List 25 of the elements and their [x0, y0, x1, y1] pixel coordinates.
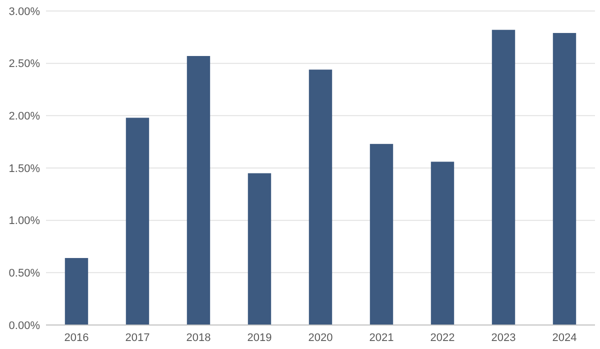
y-tick-label: 1.50%: [8, 162, 40, 175]
y-tick-label: 2.50%: [8, 58, 40, 70]
x-tick-label: 2020: [308, 332, 333, 344]
y-tick-label: 1.00%: [8, 215, 40, 228]
bar: [430, 162, 454, 325]
bar: [126, 118, 150, 325]
bar: [308, 70, 332, 325]
bar: [186, 56, 210, 325]
x-tick-label: 2023: [491, 332, 516, 344]
x-tick-label: 2024: [552, 332, 577, 344]
x-tick-label: 2016: [64, 332, 89, 344]
bar: [370, 144, 394, 325]
y-tick-label: 0.50%: [8, 268, 40, 280]
x-tick-label: 2019: [247, 332, 272, 344]
y-tick-label: 0.00%: [8, 320, 40, 332]
x-tick-label: 2021: [369, 332, 394, 344]
y-tick-label: 3.00%: [8, 6, 40, 18]
bar: [64, 258, 88, 325]
x-tick-label: 2017: [125, 332, 150, 344]
bar: [552, 32, 576, 325]
y-tick-label: 2.00%: [8, 110, 40, 123]
bar: [248, 173, 272, 325]
bar: [492, 30, 516, 325]
x-tick-label: 2022: [430, 332, 455, 344]
x-tick-label: 2018: [186, 332, 211, 344]
